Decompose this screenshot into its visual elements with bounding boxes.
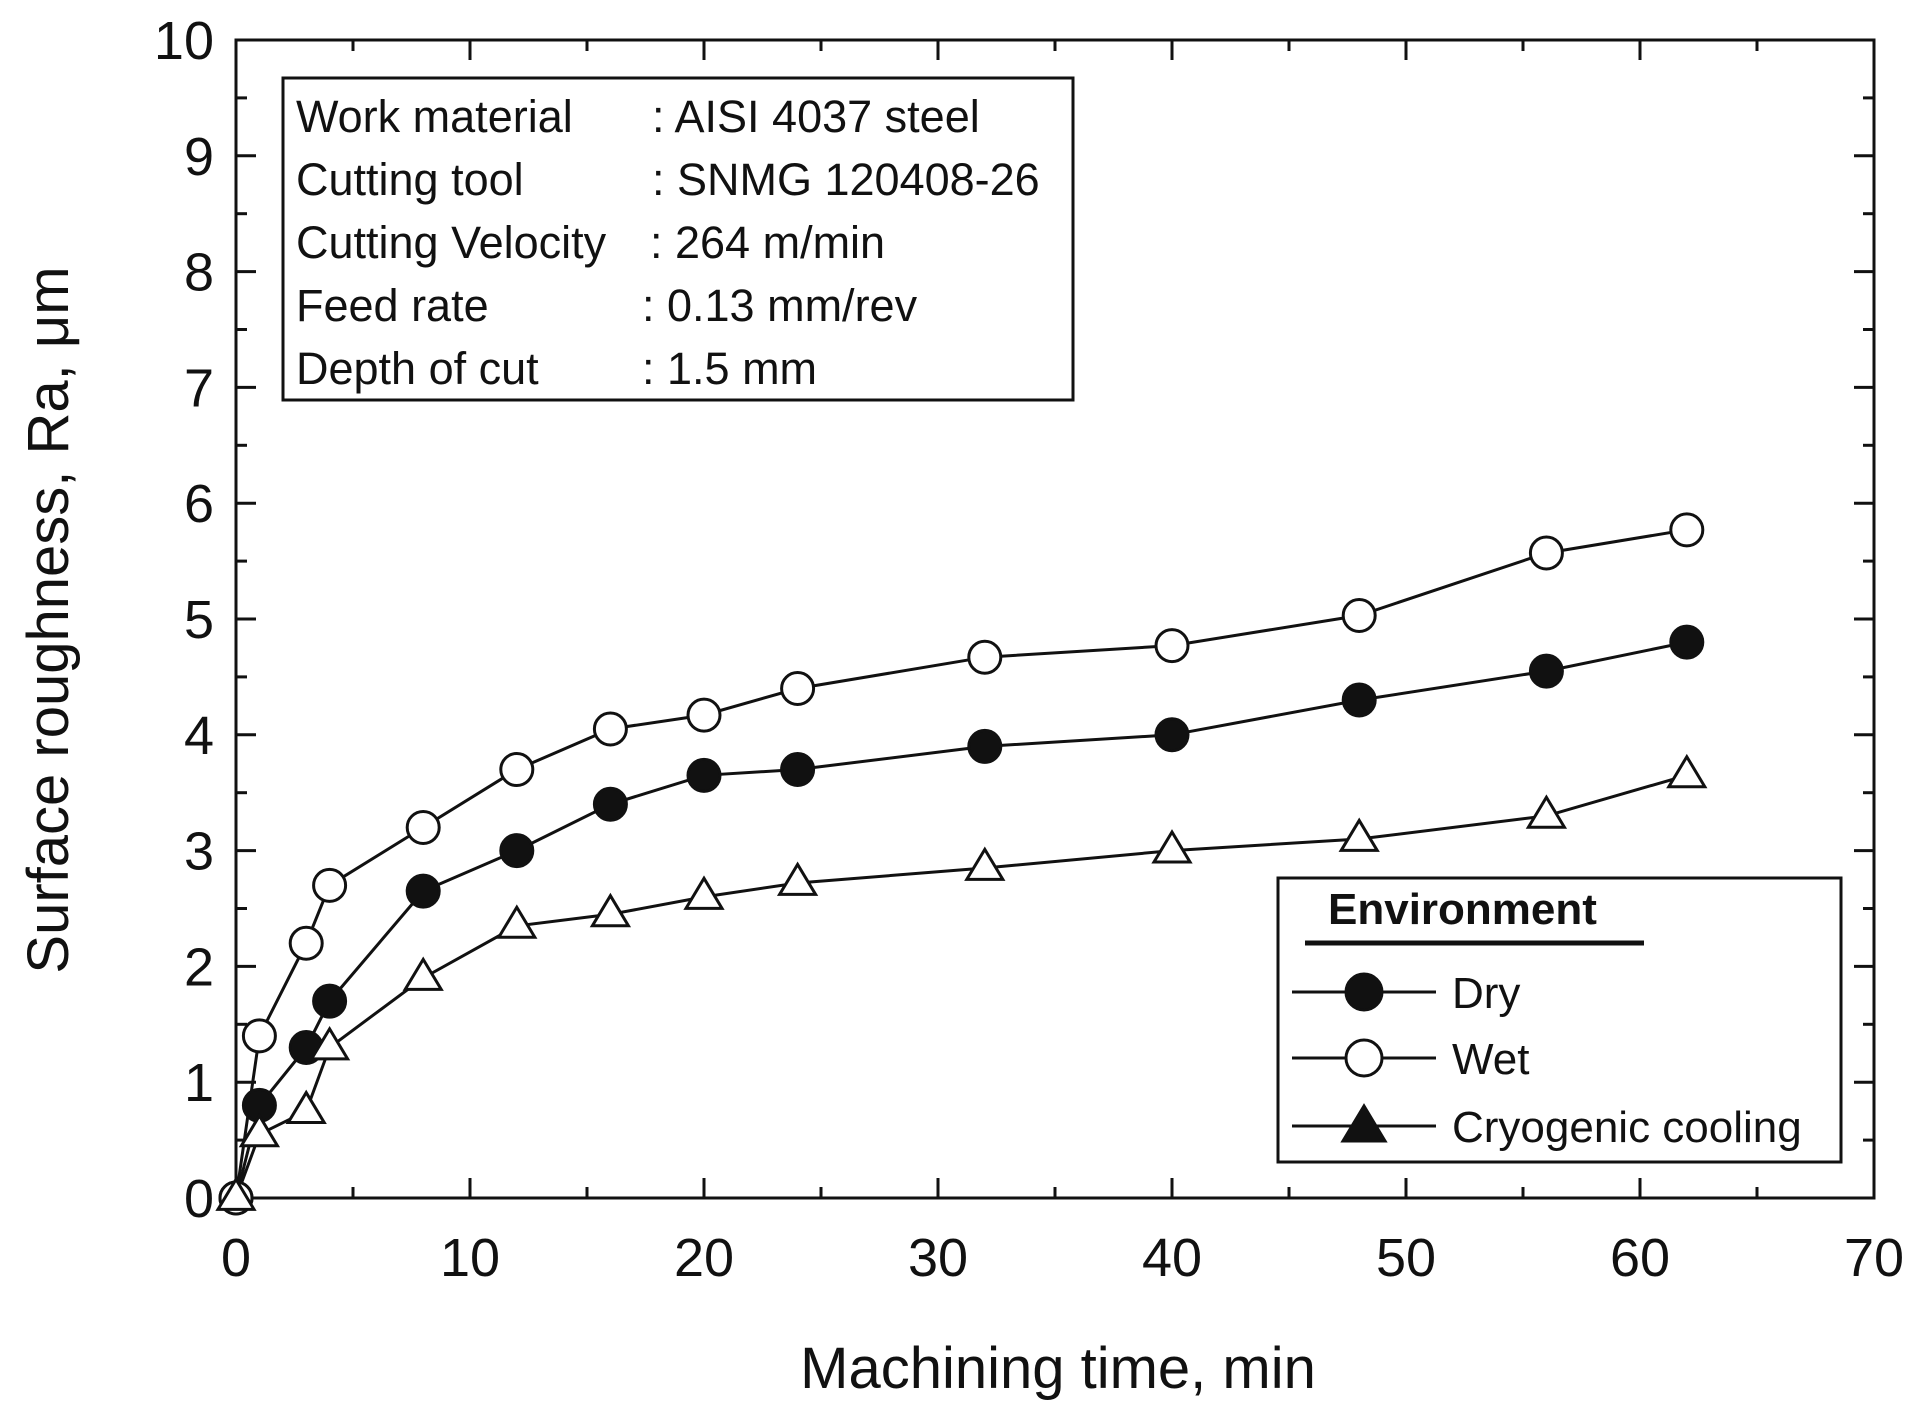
legend-title: Environment — [1328, 885, 1597, 934]
data-point-dry — [1154, 717, 1190, 753]
legend-label-wet: Wet — [1452, 1035, 1529, 1084]
x-tick-label: 60 — [1610, 1228, 1670, 1288]
y-axis-title: Surface roughness, Ra, μm — [16, 266, 81, 973]
info-label-cutting-tool: Cutting tool — [296, 154, 524, 205]
data-point-wet — [499, 752, 535, 788]
data-point-wet — [592, 711, 628, 747]
data-point-cryogenic-cooling — [308, 1025, 351, 1061]
data-point-cryogenic-cooling — [1666, 753, 1708, 789]
data-point-dry — [405, 873, 441, 909]
x-axis-title: Machining time, min — [800, 1336, 1316, 1401]
data-point-cryogenic-cooling — [402, 956, 444, 991]
info-box-frame — [281, 76, 1075, 402]
info-label-work-material: Work material — [296, 91, 573, 142]
y-tick-label: 10 — [154, 11, 214, 71]
data-point-wet — [1669, 512, 1705, 548]
data-point-wet — [967, 639, 1003, 675]
data-point-cryogenic-cooling — [776, 861, 819, 896]
info-value-work-material: : AISI 4037 steel — [652, 91, 980, 142]
legend-marker-wet — [1344, 1038, 1384, 1078]
data-point-cryogenic-cooling — [496, 904, 538, 939]
data-point-dry — [1669, 624, 1705, 660]
data-point-wet — [1528, 535, 1564, 571]
legend-label-cryogenic: Cryogenic cooling — [1452, 1103, 1802, 1152]
axes-layer: 0 10 20 30 40 50 60 70 0 1 2 3 4 5 6 7 8 9 10 — [154, 11, 1904, 1288]
y-tick-label: 3 — [184, 822, 214, 882]
data-point-cryogenic-cooling — [1525, 794, 1568, 829]
data-point-wet — [405, 809, 441, 845]
info-value-depth-of-cut: : 1.5 mm — [642, 343, 817, 394]
data-point-dry — [967, 728, 1003, 764]
data-point-cryogenic-cooling — [1338, 817, 1380, 852]
data-point-cryogenic-cooling — [589, 892, 632, 928]
data-point-wet — [241, 1018, 277, 1054]
legend: Environment Dry Wet Cryogenic cooling — [1276, 876, 1843, 1164]
data-point-dry — [592, 786, 628, 822]
y-tick-label: 9 — [184, 127, 214, 187]
y-tick-label: 2 — [184, 937, 214, 997]
data-point-wet — [1154, 628, 1190, 664]
data-point-dry — [686, 757, 722, 793]
data-point-cryogenic-cooling — [285, 1089, 327, 1125]
y-tick-label: 0 — [184, 1169, 214, 1229]
data-point-wet — [686, 697, 722, 733]
x-tick-label: 0 — [221, 1228, 251, 1288]
x-tick-label: 10 — [440, 1228, 500, 1288]
series-layer — [215, 512, 1708, 1216]
info-label-depth-of-cut: Depth of cut — [296, 343, 539, 394]
info-box: Work material : AISI 4037 steel Cutting … — [281, 76, 1075, 402]
data-point-dry — [1341, 682, 1377, 718]
info-value-cutting-tool: : SNMG 120408-26 — [652, 154, 1040, 205]
x-tick-label: 50 — [1376, 1228, 1436, 1288]
data-point-dry — [499, 833, 535, 869]
x-tick-label: 40 — [1142, 1228, 1202, 1288]
data-point-cryogenic-cooling — [964, 846, 1006, 881]
data-point-cryogenic-cooling — [238, 1112, 281, 1148]
legend-marker-dry — [1344, 972, 1384, 1012]
legend-label-dry: Dry — [1452, 969, 1520, 1018]
data-point-cryogenic-cooling — [683, 875, 725, 910]
data-point-cryogenic-cooling — [1151, 829, 1193, 864]
data-point-dry — [780, 752, 816, 788]
legend-marker-cryogenic — [1340, 1103, 1388, 1143]
legend-frame — [1276, 876, 1843, 1164]
info-label-feed-rate: Feed rate — [296, 280, 489, 331]
y-tick-label: 6 — [184, 474, 214, 534]
data-point-wet — [288, 925, 324, 961]
y-tick-label: 7 — [184, 358, 214, 418]
info-label-cutting-velocity: Cutting Velocity — [296, 217, 607, 268]
info-value-feed-rate: : 0.13 mm/rev — [642, 280, 918, 331]
data-point-wet — [1341, 598, 1377, 634]
data-point-wet — [312, 867, 348, 903]
x-tick-label: 30 — [908, 1228, 968, 1288]
data-point-cryogenic-cooling — [215, 1176, 257, 1211]
y-tick-label: 5 — [184, 590, 214, 650]
x-tick-label: 70 — [1844, 1228, 1904, 1288]
y-tick-label: 8 — [184, 243, 214, 303]
data-point-dry — [1528, 653, 1564, 689]
data-point-wet — [780, 670, 816, 706]
info-value-cutting-velocity: : 264 m/min — [650, 217, 885, 268]
data-point-dry — [312, 983, 348, 1019]
y-tick-label: 1 — [184, 1053, 214, 1113]
y-tick-label: 4 — [184, 706, 214, 766]
x-tick-label: 20 — [674, 1228, 734, 1288]
